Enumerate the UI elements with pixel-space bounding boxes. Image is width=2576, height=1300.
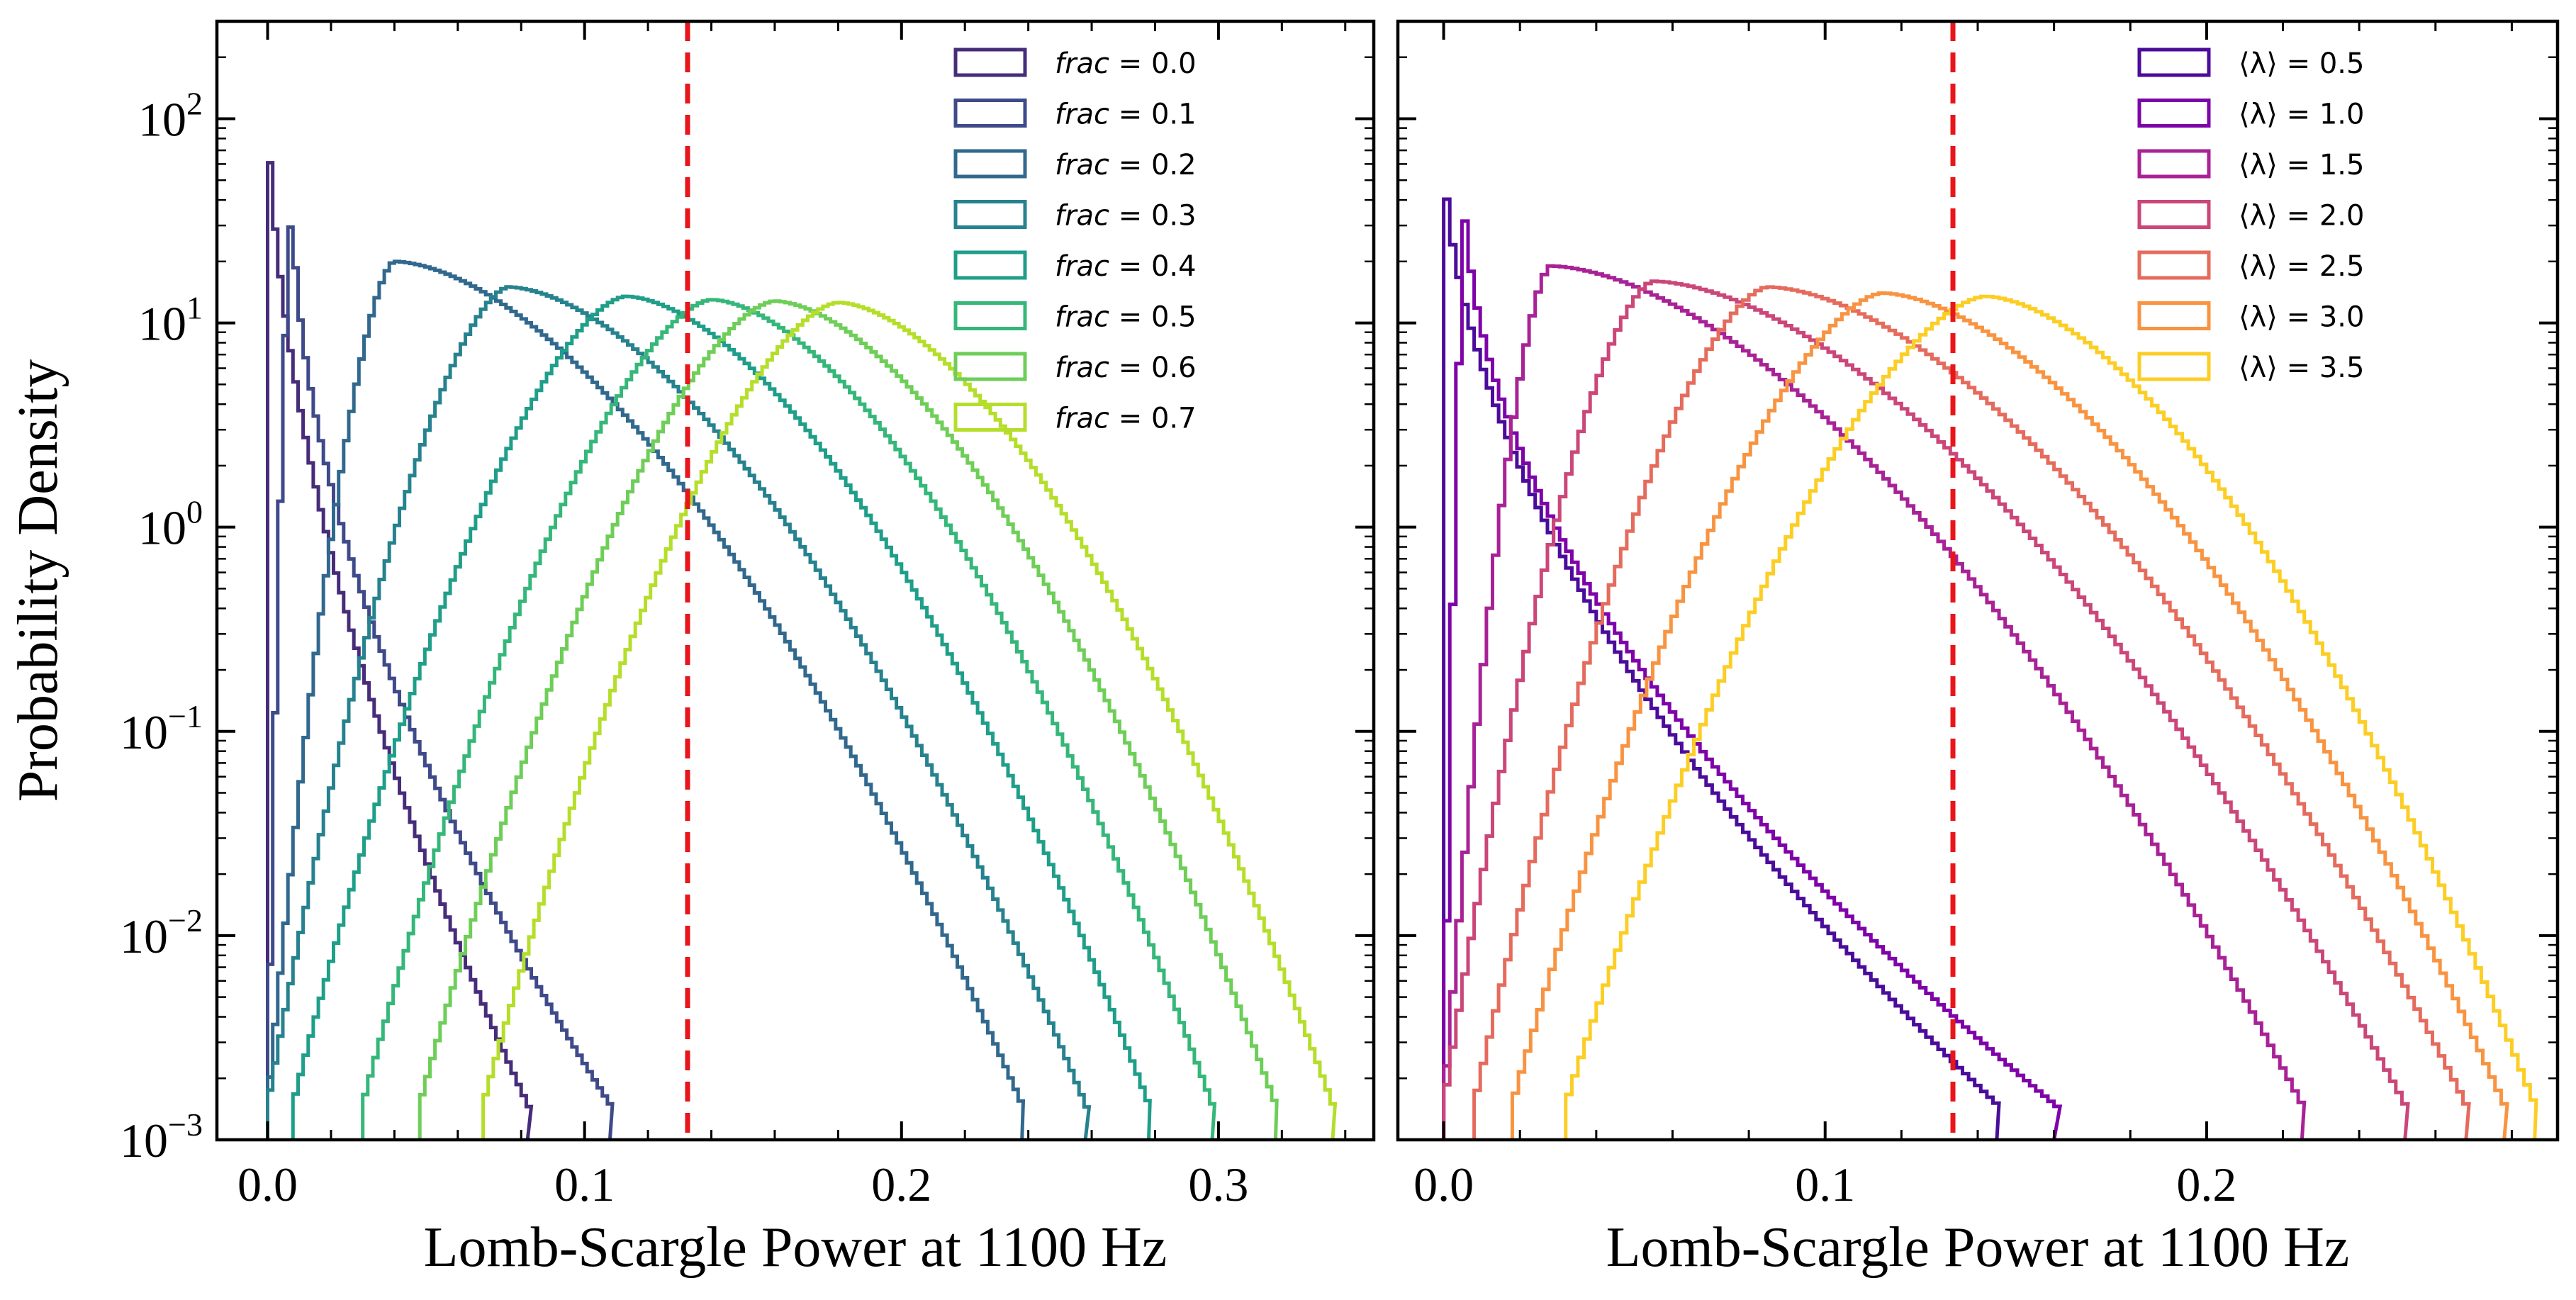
legend-swatch	[953, 352, 1027, 381]
x-tick-label: 0.0	[1413, 1158, 1474, 1211]
legend-label: ⟨λ⟩ = 1.5	[2239, 149, 2364, 181]
x-tick-label: 0.1	[554, 1158, 615, 1211]
legend-label: ⟨λ⟩ = 3.0	[2239, 301, 2364, 334]
legend-swatch	[953, 99, 1027, 128]
histogram-series	[361, 298, 1217, 1140]
legend-swatch	[953, 47, 1027, 77]
right-plot-area	[1442, 21, 2538, 1140]
y-tick-label: 101	[138, 290, 203, 351]
legend-swatch	[2137, 352, 2211, 381]
left-axes-frame	[215, 19, 1376, 1142]
legend-swatch	[2137, 47, 2211, 77]
x-tick-label: 0.3	[1188, 1158, 1248, 1211]
legend-swatch	[2137, 99, 2211, 128]
right-panel: 0.0 0.1 0.2 ⟨λ⟩ = 0.5⟨λ⟩ = 1.0⟨λ⟩ = 1.5⟨λ⟩…	[1396, 19, 2560, 1279]
left-legend: frac = 0.0 frac = 0.1 frac = 0.2 frac = 0.3…	[953, 47, 1197, 435]
histogram-series	[266, 259, 1026, 1140]
histogram-series	[1442, 197, 2001, 1140]
histogram-series	[1510, 291, 2509, 1140]
left-y-axis-label: Probability Density	[7, 359, 69, 802]
x-tick-label: 0.0	[237, 1158, 298, 1211]
legend-label: frac = 0.5	[1055, 301, 1197, 334]
legend-swatch	[2137, 301, 2211, 330]
legend-swatch	[953, 301, 1027, 330]
legend-label: frac = 0.2	[1055, 149, 1197, 181]
legend-label: frac = 0.7	[1055, 403, 1197, 435]
legend-label: ⟨λ⟩ = 1.0	[2239, 99, 2364, 131]
histogram-series	[266, 225, 615, 1140]
left-x-axis-label: Lomb-Scargle Power at 1100 Hz	[424, 1216, 1167, 1279]
legend-label: frac = 0.3	[1055, 200, 1197, 232]
x-tick-label: 0.1	[1795, 1158, 1855, 1211]
legend-label: ⟨λ⟩ = 3.5	[2239, 352, 2364, 384]
legend-label: frac = 0.4	[1055, 250, 1197, 283]
histogram-series	[266, 161, 534, 1140]
legend-label: frac = 0.1	[1055, 99, 1197, 131]
legend-swatch	[953, 149, 1027, 179]
y-tick-label: 100	[138, 494, 203, 555]
histogram-series	[481, 301, 1338, 1140]
x-tick-label: 0.2	[2176, 1158, 2236, 1211]
legend-swatch	[2137, 250, 2211, 280]
legend-swatch	[2137, 149, 2211, 179]
y-tick-label: 102	[138, 85, 203, 146]
histogram-series	[1442, 219, 2063, 1140]
legend-swatch	[953, 403, 1027, 432]
right-x-axis-label: Lomb-Scargle Power at 1100 Hz	[1606, 1216, 2350, 1279]
legend-label: frac = 0.0	[1055, 47, 1197, 80]
left-panel: 0.0 0.1 0.2 0.3 102 101 100 10−1 10−2 10−3 frac =…	[7, 19, 1376, 1279]
right-ticks: 0.0 0.1 0.2	[1398, 20, 2558, 1211]
y-tick-label: 10−3	[120, 1106, 203, 1167]
histogram-series	[266, 285, 1092, 1140]
x-tick-label: 0.2	[871, 1158, 931, 1211]
legend-label: frac = 0.6	[1055, 352, 1197, 384]
y-tick-label: 10−2	[120, 902, 203, 963]
legend-swatch	[953, 250, 1027, 280]
right-legend: ⟨λ⟩ = 0.5 ⟨λ⟩ = 1.0 ⟨λ⟩ = 1.5 ⟨λ⟩ = 2.0 ⟨λ⟩ …	[2137, 47, 2364, 384]
histogram-series	[291, 294, 1152, 1140]
y-tick-label: 10−1	[120, 698, 203, 759]
legend-swatch	[2137, 200, 2211, 229]
legend-label: ⟨λ⟩ = 2.0	[2239, 200, 2364, 232]
legend-swatch	[953, 200, 1027, 229]
histogram-series	[1442, 279, 2410, 1140]
histogram-series	[1442, 264, 2307, 1140]
left-plot-area	[266, 21, 1338, 1140]
legend-label: ⟨λ⟩ = 2.5	[2239, 250, 2364, 283]
left-ticks: 0.0 0.1 0.2 0.3 102 101 100 10−1 10−2 10−3	[120, 20, 1374, 1211]
histogram-series	[1472, 285, 2471, 1140]
histogram-series	[1564, 294, 2538, 1140]
legend-label: ⟨λ⟩ = 0.5	[2239, 47, 2364, 80]
histogram-series	[418, 299, 1279, 1140]
